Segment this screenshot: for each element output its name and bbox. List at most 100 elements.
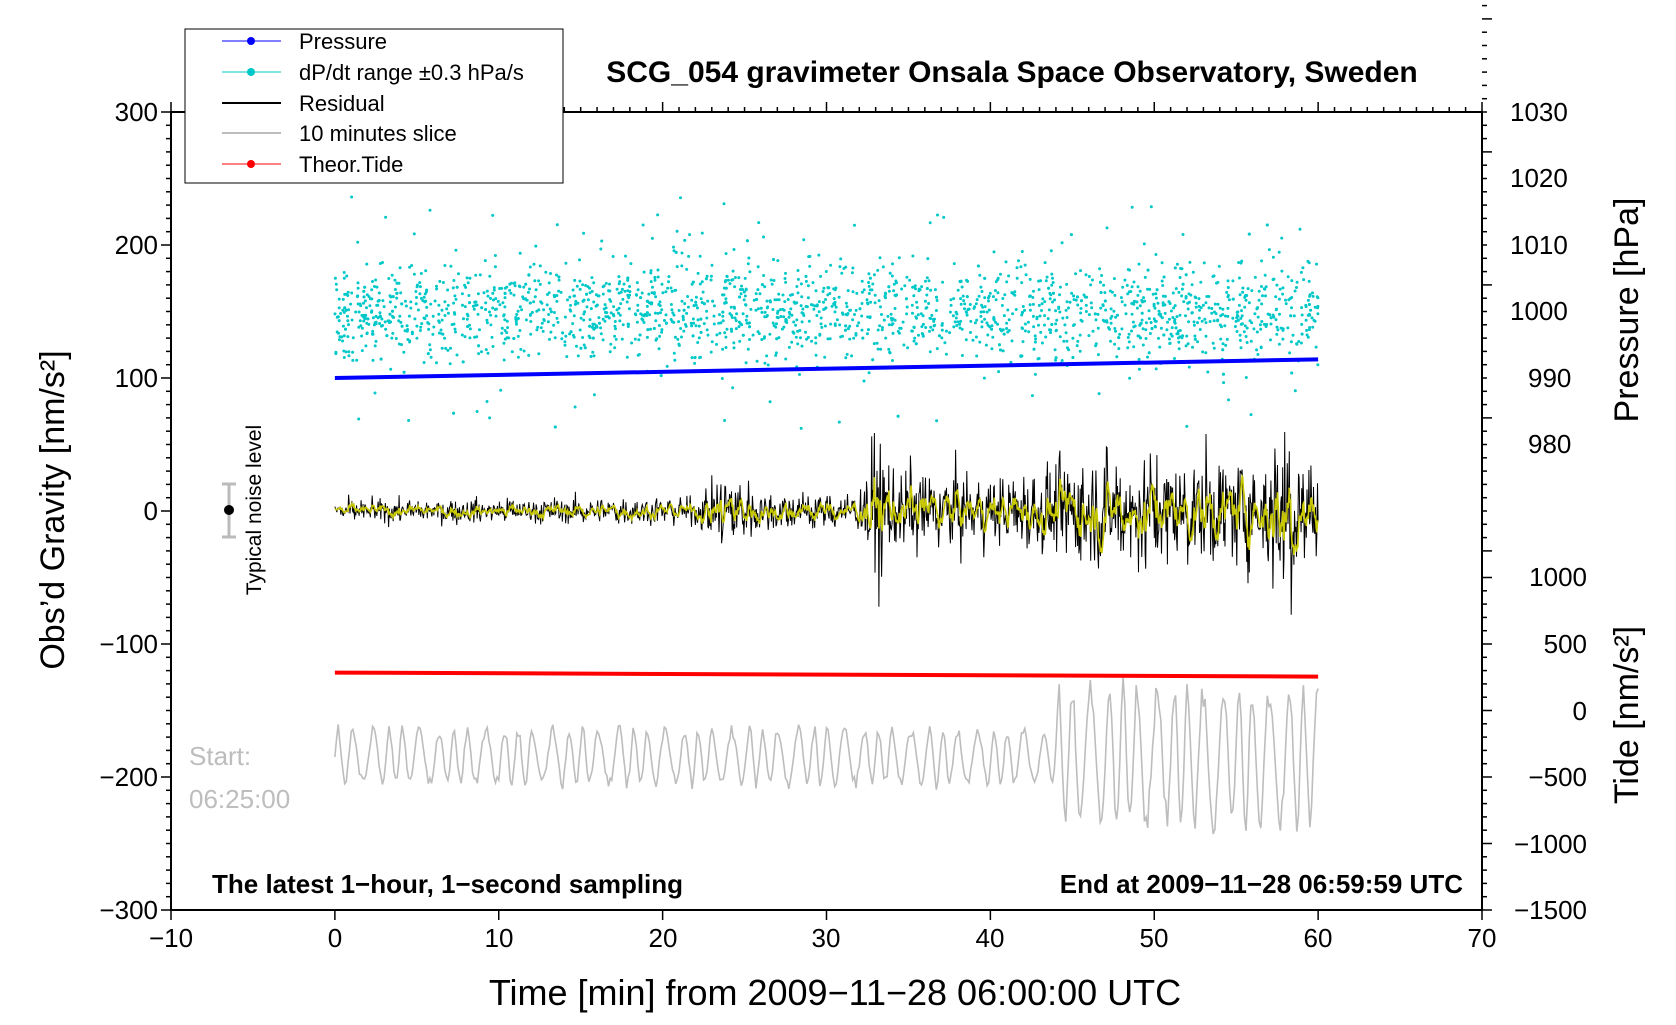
dpdt-point xyxy=(364,313,368,317)
dpdt-point xyxy=(1199,280,1203,284)
dpdt-point xyxy=(568,295,572,299)
dpdt-point xyxy=(1043,314,1047,318)
dpdt-point xyxy=(685,267,689,271)
dpdt-point xyxy=(949,298,953,302)
dpdt-point xyxy=(589,355,593,358)
dpdt-point xyxy=(660,330,664,334)
dpdt-point xyxy=(427,327,431,331)
dpdt-point xyxy=(573,278,577,282)
dpdt-point xyxy=(1278,312,1281,316)
dpdt-point xyxy=(1226,314,1230,318)
dpdt-point xyxy=(365,293,369,297)
dpdt-point xyxy=(640,291,644,295)
dpdt-point xyxy=(555,294,559,297)
dpdt-point xyxy=(1142,242,1146,246)
dpdt-point xyxy=(1191,270,1195,274)
dpdt-point xyxy=(626,276,630,280)
dpdt-point xyxy=(673,335,677,339)
dpdt-point xyxy=(473,335,477,339)
dpdt-point xyxy=(346,290,350,294)
dpdt-point xyxy=(719,321,723,325)
dpdt-point xyxy=(592,300,596,304)
dpdt-point xyxy=(669,318,673,321)
dpdt-point xyxy=(555,299,559,303)
dpdt-point xyxy=(1130,285,1134,289)
dpdt-point xyxy=(913,336,917,340)
dpdt-point xyxy=(376,303,380,307)
dpdt-point xyxy=(555,223,559,227)
dpdt-point xyxy=(698,356,702,360)
dpdt-point xyxy=(566,298,569,302)
dpdt-point xyxy=(1108,289,1112,293)
dpdt-point xyxy=(397,319,401,323)
dpdt-point xyxy=(685,311,689,315)
dpdt-point xyxy=(1216,319,1220,323)
dpdt-point xyxy=(783,300,787,304)
tide-tick-labels: 1000 500 0 −500 −1000 −1500 xyxy=(1514,562,1587,925)
dpdt-point xyxy=(565,355,569,359)
dpdt-point xyxy=(1206,370,1210,374)
dpdt-point xyxy=(906,346,910,350)
dpdt-point xyxy=(358,302,362,306)
dpdt-point xyxy=(666,286,670,290)
dpdt-point xyxy=(814,336,818,340)
dpdt-point xyxy=(1138,323,1142,327)
dpdt-point xyxy=(873,293,877,297)
x-tick-label: 10 xyxy=(485,923,514,953)
dpdt-point xyxy=(656,268,660,272)
dpdt-point xyxy=(1211,341,1215,345)
dpdt-point xyxy=(613,324,617,328)
dpdt-point xyxy=(414,302,418,306)
dpdt-point xyxy=(1193,337,1197,341)
dpdt-point xyxy=(627,322,630,326)
dpdt-point xyxy=(806,284,810,288)
dpdt-point xyxy=(654,319,658,323)
dpdt-point xyxy=(360,349,364,353)
dpdt-point xyxy=(1105,319,1109,323)
dpdt-point xyxy=(496,299,500,303)
dpdt-point xyxy=(591,336,595,340)
dpdt-point xyxy=(1300,313,1304,317)
dpdt-point xyxy=(410,330,414,334)
dpdt-point xyxy=(690,324,694,328)
dpdt-point xyxy=(743,294,747,298)
dpdt-point xyxy=(721,293,724,297)
dpdt-point xyxy=(636,303,640,307)
dpdt-point xyxy=(1020,281,1024,285)
dpdt-point xyxy=(376,316,380,320)
dpdt-point xyxy=(798,329,802,332)
dpdt-point xyxy=(1132,345,1136,349)
dpdt-point xyxy=(700,301,704,304)
dpdt-point xyxy=(1154,367,1158,371)
dpdt-point xyxy=(1050,272,1054,276)
dpdt-point xyxy=(583,346,587,350)
dpdt-point xyxy=(337,297,341,301)
dpdt-point xyxy=(625,355,629,359)
dpdt-point xyxy=(1058,285,1062,289)
dpdt-point xyxy=(1288,297,1292,300)
dpdt-point xyxy=(992,317,996,321)
dpdt-point xyxy=(1213,302,1217,306)
dpdt-point xyxy=(402,370,406,374)
dpdt-point xyxy=(660,282,664,286)
dpdt-point xyxy=(1126,292,1130,296)
dpdt-point xyxy=(705,274,709,278)
dpdt-point xyxy=(959,297,963,301)
dpdt-point xyxy=(446,348,450,352)
dpdt-point xyxy=(848,308,852,312)
dpdt-point xyxy=(341,297,345,301)
dpdt-point xyxy=(342,276,346,280)
dpdt-point xyxy=(514,320,518,324)
dpdt-point xyxy=(1298,227,1302,231)
dpdt-point xyxy=(1260,259,1264,263)
dpdt-point xyxy=(378,311,382,315)
dpdt-point xyxy=(731,278,735,282)
dpdt-point xyxy=(1178,313,1182,317)
dpdt-point xyxy=(1147,317,1151,321)
tide-line xyxy=(334,670,1319,679)
dpdt-point xyxy=(337,338,341,342)
dpdt-point xyxy=(683,302,687,306)
dpdt-point xyxy=(460,333,464,337)
dpdt-point xyxy=(611,313,615,316)
dpdt-point xyxy=(502,358,506,362)
